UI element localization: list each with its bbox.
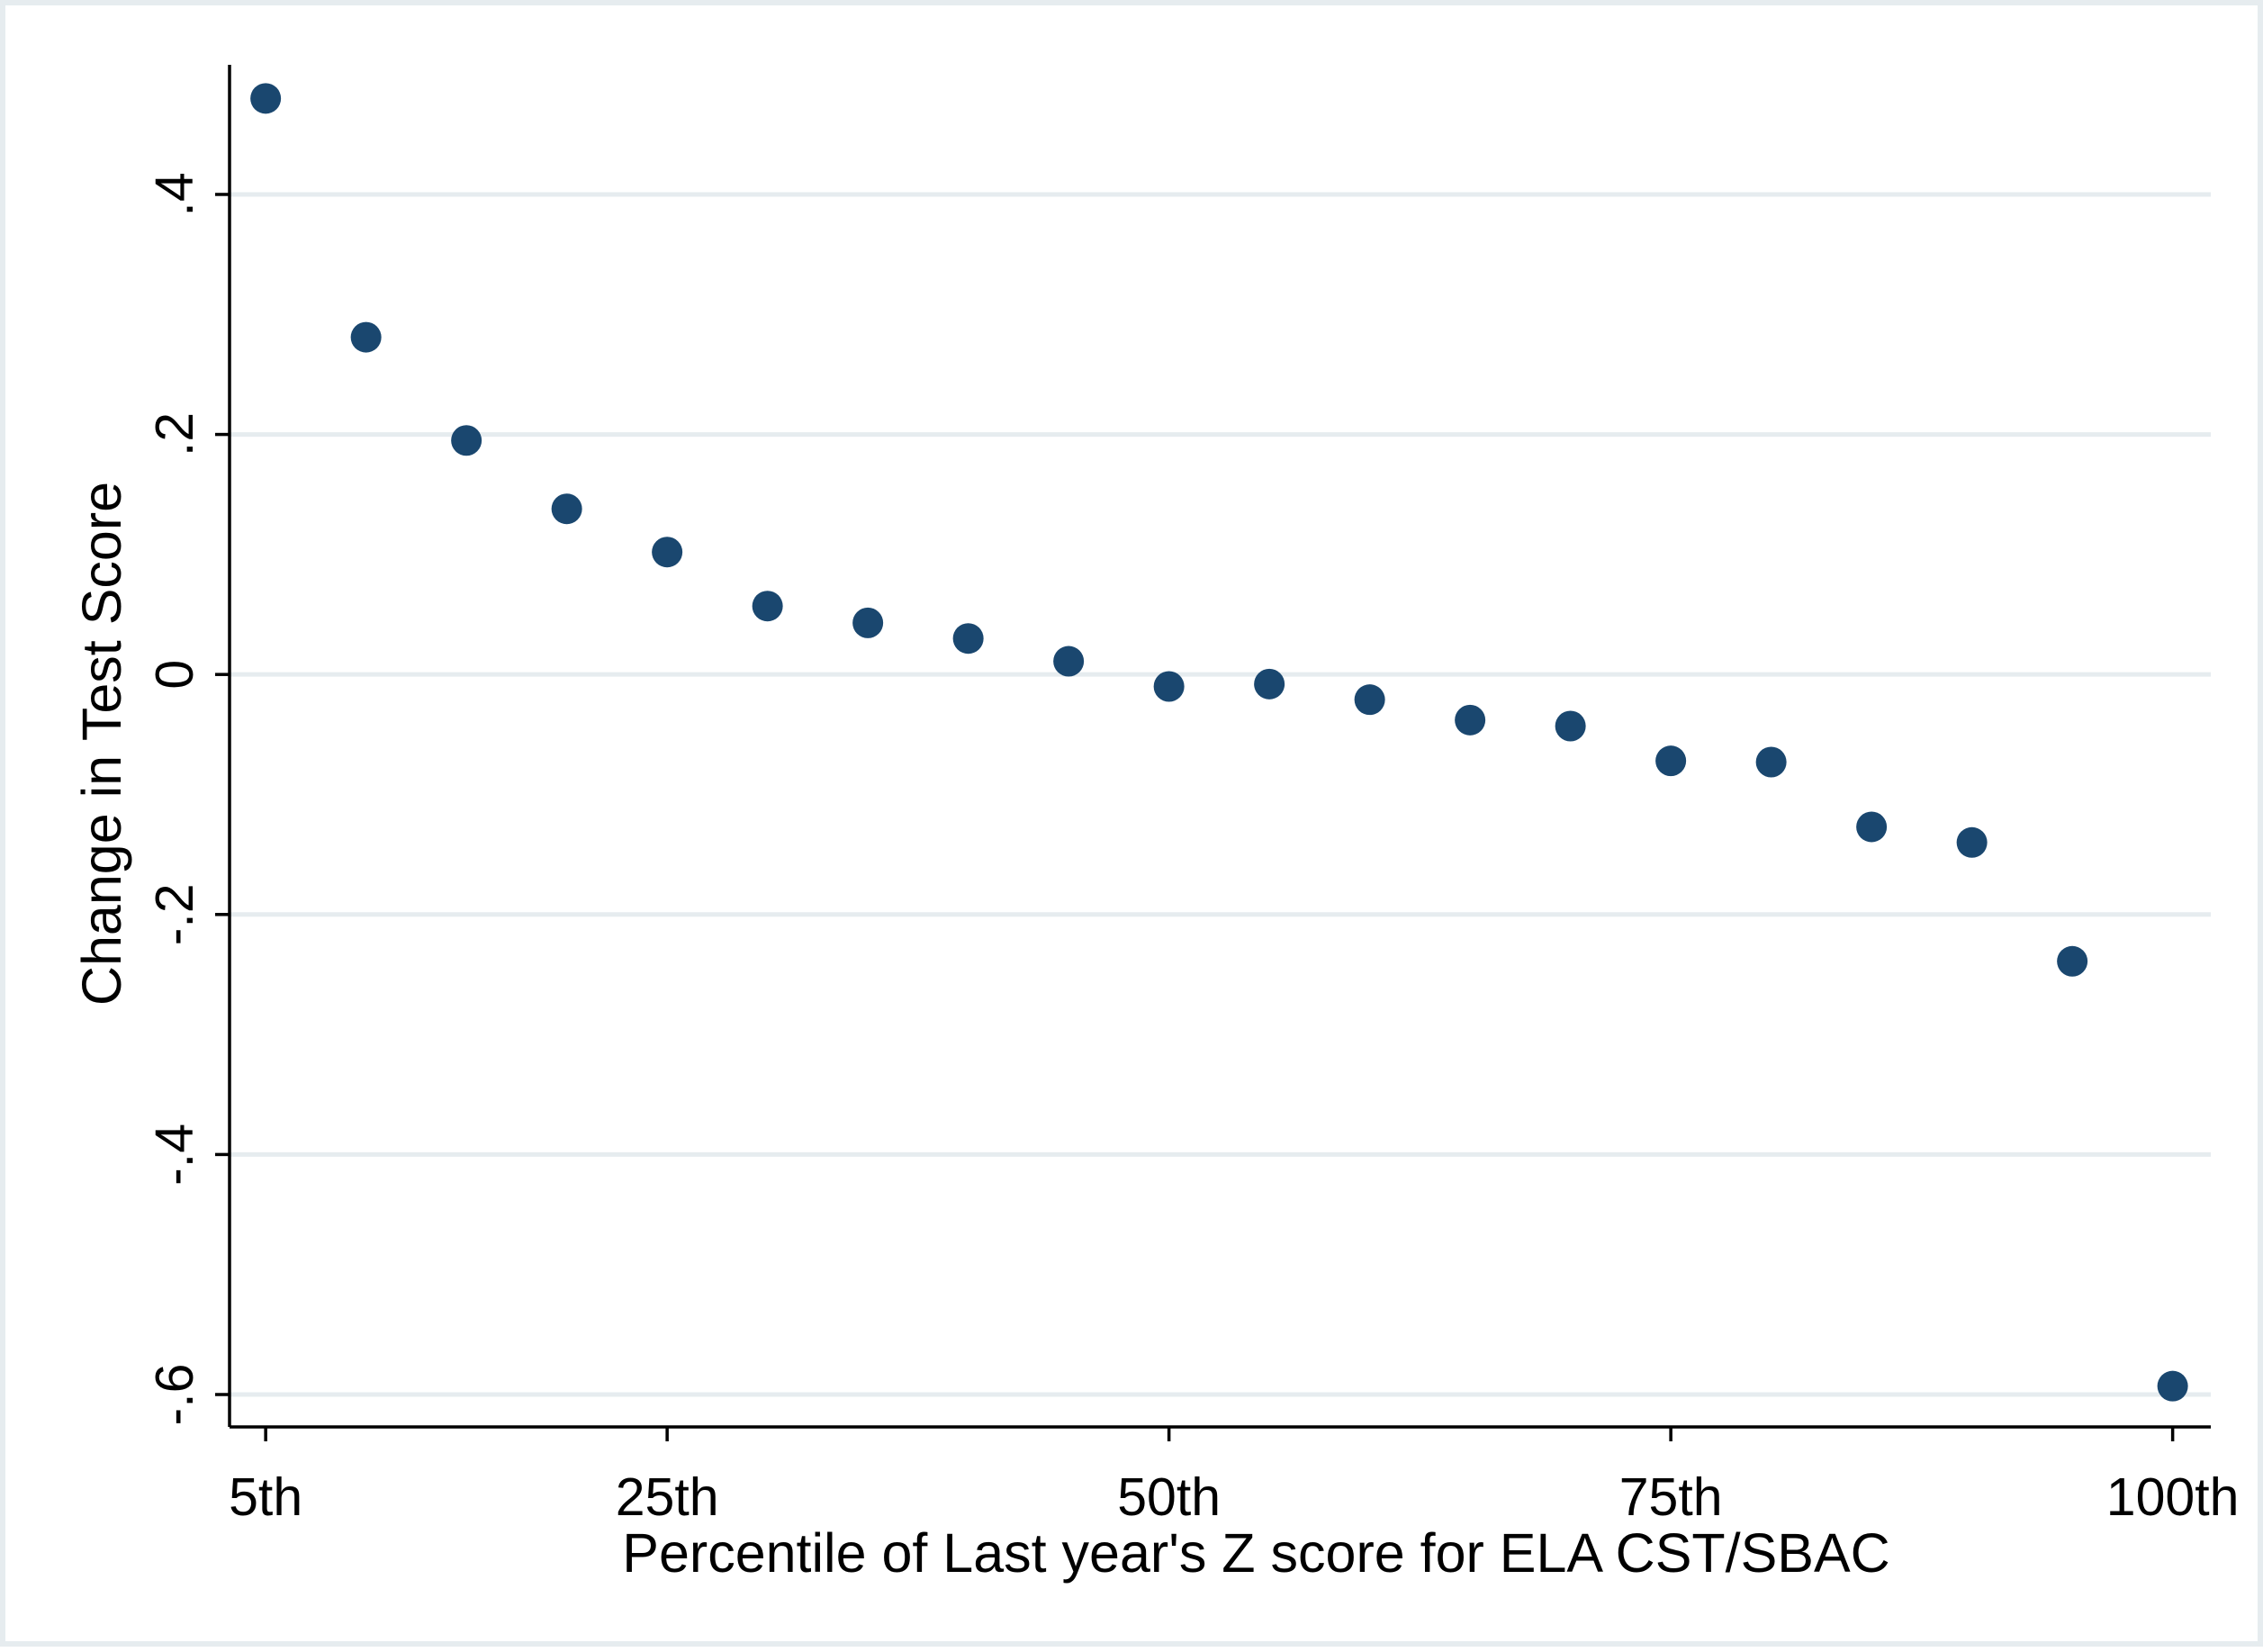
y-axis-ticks: .4 .2 0 -.2 -.4 -.6 — [145, 172, 230, 1425]
data-point-8 — [1053, 645, 1085, 677]
data-point-17 — [1956, 826, 1988, 858]
y-axis-title: Change in Test Score — [71, 482, 132, 1006]
data-point-6 — [852, 607, 884, 638]
data-point-7 — [952, 623, 984, 654]
data-point-18 — [2057, 945, 2088, 977]
data-point-11 — [1354, 684, 1385, 716]
data-point-4 — [652, 537, 683, 568]
data-point-9 — [1153, 671, 1185, 702]
y-tick-label-3: -.2 — [145, 883, 204, 945]
data-point-15 — [1755, 746, 1787, 778]
x-tick-label-1: 25th — [616, 1467, 719, 1527]
data-point-2 — [451, 425, 482, 456]
x-tick-label-2: 50th — [1117, 1467, 1221, 1527]
data-point-1 — [350, 321, 382, 353]
data-point-12 — [1455, 704, 1486, 736]
y-tick-label-4: -.4 — [145, 1124, 204, 1186]
y-tick-label-5: -.6 — [145, 1364, 204, 1426]
data-point-19 — [2157, 1370, 2188, 1402]
data-point-3 — [551, 493, 582, 525]
data-point-16 — [1856, 811, 1888, 843]
y-tick-label-0: .4 — [145, 172, 204, 216]
x-tick-label-3: 75th — [1619, 1467, 1723, 1527]
data-point-0 — [250, 83, 282, 114]
data-point-10 — [1254, 668, 1285, 700]
y-tick-label-2: 0 — [145, 660, 204, 690]
x-tick-label-0: 5th — [229, 1467, 302, 1527]
data-points — [250, 83, 2188, 1402]
data-point-14 — [1655, 745, 1687, 777]
grid-lines — [230, 192, 2211, 1397]
data-point-5 — [752, 591, 783, 622]
x-axis-title: Percentile of Last year's Z score for EL… — [622, 1522, 1889, 1584]
y-tick-label-1: .2 — [145, 412, 204, 456]
data-point-13 — [1555, 710, 1586, 742]
x-axis-ticks: 5th 25th 50th 75th 100th — [229, 1427, 2239, 1527]
scatter-chart: .4 .2 0 -.2 -.4 -.6 5th 25th 50th 75th 100th Perc… — [71, 65, 2239, 1584]
axes — [228, 65, 2211, 1429]
x-tick-label-4: 100th — [2106, 1467, 2240, 1527]
